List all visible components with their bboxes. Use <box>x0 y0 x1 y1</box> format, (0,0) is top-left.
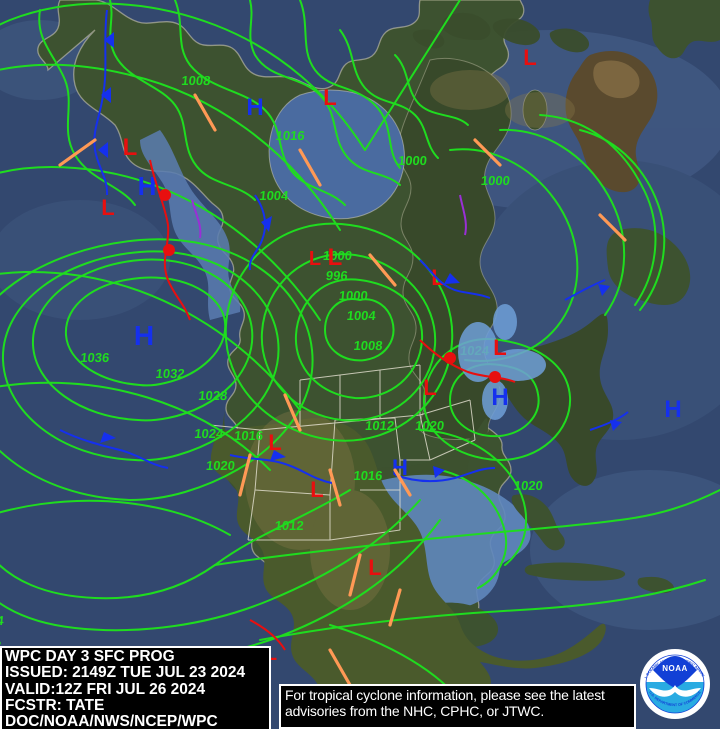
svg-text:1008: 1008 <box>353 338 383 353</box>
svg-text:1008: 1008 <box>181 73 211 88</box>
svg-text:L: L <box>493 335 506 360</box>
svg-text:1016: 1016 <box>275 128 305 143</box>
svg-text:1016: 1016 <box>233 428 263 443</box>
svg-text:L: L <box>328 244 343 271</box>
svg-text:L: L <box>523 45 536 70</box>
svg-text:1032: 1032 <box>155 366 185 381</box>
svg-text:H: H <box>491 384 508 411</box>
svg-text:L: L <box>368 555 381 580</box>
svg-text:H: H <box>246 94 263 121</box>
svg-text:L: L <box>101 195 114 220</box>
svg-text:L: L <box>423 375 436 400</box>
svg-text:1004: 1004 <box>346 308 377 323</box>
svg-text:1012: 1012 <box>364 418 394 433</box>
svg-text:L: L <box>431 265 444 290</box>
svg-text:1000: 1000 <box>397 153 427 168</box>
svg-text:1020: 1020 <box>414 418 444 433</box>
svg-text:L: L <box>309 248 321 270</box>
svg-text:H: H <box>134 320 154 351</box>
svg-text:1012: 1012 <box>274 518 304 533</box>
svg-text:1016: 1016 <box>353 468 383 483</box>
svg-text:1028: 1028 <box>198 388 228 403</box>
svg-text:1000: 1000 <box>480 173 510 188</box>
svg-text:NOAA: NOAA <box>662 664 688 673</box>
svg-text:1024: 1024 <box>194 426 225 441</box>
svg-text:1020: 1020 <box>205 458 235 473</box>
svg-text:H: H <box>664 396 681 423</box>
svg-text:1036: 1036 <box>80 350 110 365</box>
svg-text:1000: 1000 <box>338 288 368 303</box>
svg-text:1004: 1004 <box>259 188 290 203</box>
svg-text:L: L <box>323 85 336 110</box>
svg-text:L: L <box>123 134 138 161</box>
svg-text:1020: 1020 <box>513 478 543 493</box>
